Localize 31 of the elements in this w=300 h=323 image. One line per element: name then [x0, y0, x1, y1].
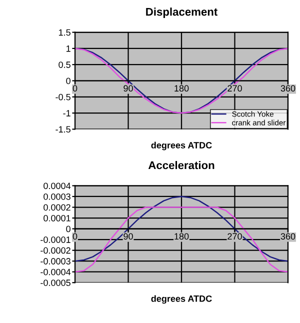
y-tick-label: 0.5 [58, 62, 70, 68]
y-tick-label: -0.5 [56, 94, 70, 100]
x-axis-title: degrees ATDC [151, 142, 212, 150]
y-tick-label: -0.0002 [40, 247, 70, 254]
y-tick-label: 0.0001 [44, 214, 70, 222]
y-tick-label: 1.5 [58, 29, 70, 36]
chart-title: Acceleration [148, 161, 214, 170]
x-tick-label: 90 [124, 85, 133, 92]
x-tick-label: 360 [280, 85, 296, 92]
chart-title: Displacement [146, 8, 218, 18]
y-tick-label: 0 [66, 226, 70, 232]
y-tick-label: -0.0005 [40, 280, 70, 286]
y-tick-label: 0 [66, 78, 70, 84]
x-tick-label: 0 [72, 233, 78, 240]
x-tick-label: 90 [124, 233, 133, 240]
x-tick-label: 360 [280, 233, 296, 240]
y-tick-label: -0.0003 [40, 258, 70, 264]
y-tick-label: -0.0001 [40, 236, 70, 243]
y-tick-label: 0.0002 [44, 204, 70, 211]
x-axis-title: degrees ATDC [151, 295, 212, 304]
y-tick-label: -0.0004 [40, 268, 71, 276]
x-tick-label: 180 [174, 85, 189, 92]
y-tick-label: 1 [66, 46, 70, 52]
x-tick-label: 270 [228, 85, 242, 92]
x-tick-label: 270 [228, 233, 242, 240]
x-tick-label: 180 [174, 233, 189, 240]
x-tick-label: 0 [72, 85, 78, 92]
y-tick-label: -1.5 [56, 126, 70, 133]
y-tick-label: 0.0004 [44, 182, 71, 190]
y-tick-label: -1 [63, 110, 70, 116]
y-tick-label: 0.0003 [44, 193, 70, 200]
